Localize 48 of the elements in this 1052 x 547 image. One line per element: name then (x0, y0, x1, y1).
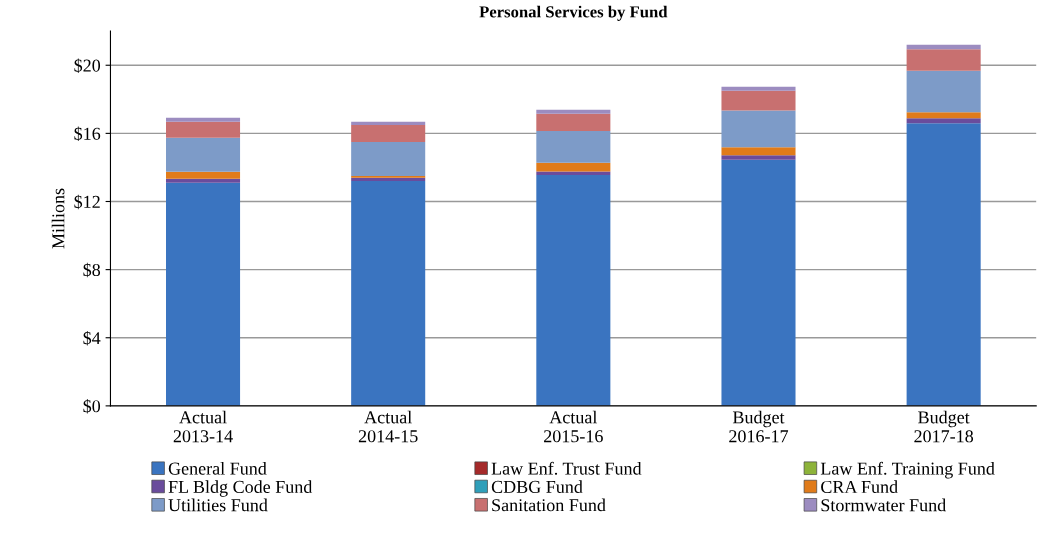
y-tick-label: $20 (74, 58, 101, 73)
legend-label: FL Bldg Code Fund (168, 480, 313, 497)
legend-label: Law Enf. Training Fund (820, 461, 995, 479)
bar (351, 121, 426, 126)
legend-label: CDBG Fund (491, 480, 583, 493)
y-tick-label: $16 (74, 126, 101, 142)
bar (906, 123, 981, 406)
y-tick-label: $8 (83, 262, 101, 278)
bar (166, 182, 241, 406)
bar (721, 90, 796, 111)
bar (536, 113, 611, 131)
bar (351, 141, 426, 176)
legend-label: Sanitation Fund (492, 498, 606, 512)
y-tick-label: $0 (83, 399, 101, 414)
legend-label: Law Enf. Trust Fund (491, 461, 642, 475)
bar (536, 175, 611, 406)
x-tick-label: Actual 2014-15 (358, 410, 418, 443)
bar (906, 70, 981, 113)
legend-label: CRA Fund (821, 480, 898, 494)
legend-label: Stormwater Fund (821, 498, 946, 512)
legend-label: General Fund (168, 461, 267, 475)
y-tick-label: $4 (83, 330, 101, 346)
bar (721, 159, 796, 406)
x-tick-label: Budget 2016-17 (729, 410, 789, 443)
y-tick-label: $12 (74, 194, 100, 210)
bar (906, 118, 981, 124)
bar (166, 117, 241, 122)
bar (536, 130, 611, 163)
bar (721, 86, 796, 91)
bar (721, 147, 796, 156)
x-tick-label: Actual 2013-14 (173, 410, 233, 443)
bar (721, 155, 796, 160)
chart-title: Personal Services by Fund (479, 5, 668, 21)
y-axis-title: Millions (51, 188, 65, 249)
bar (166, 137, 241, 172)
bar (166, 171, 241, 179)
bar (166, 121, 241, 138)
bar (721, 110, 796, 148)
legend-label: Utilities Fund (168, 498, 268, 512)
x-tick-label: Actual 2015-16 (544, 410, 603, 443)
bar (351, 181, 426, 406)
bar (166, 178, 241, 183)
x-tick-label: Budget 2017-18 (914, 410, 974, 443)
bar (536, 162, 611, 172)
bar (906, 49, 981, 71)
bar (351, 125, 426, 142)
bar (906, 112, 981, 119)
bar (536, 109, 611, 114)
